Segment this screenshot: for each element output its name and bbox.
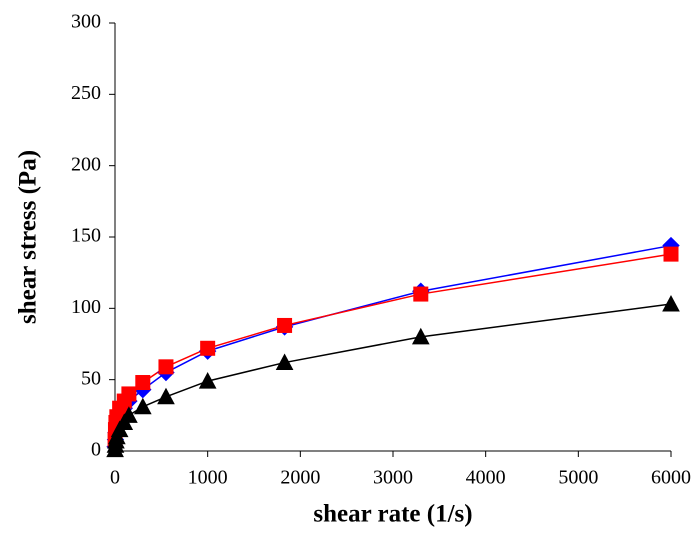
- x-tick-label: 4000: [466, 467, 506, 489]
- x-axis-title: shear rate (1/s): [313, 501, 472, 528]
- y-axis-title: shear stress (Pa): [15, 150, 42, 324]
- y-tick-label: 250: [71, 82, 101, 104]
- series-line: [114, 303, 672, 450]
- y-tick-label: 150: [71, 225, 101, 247]
- x-tick-label: 5000: [558, 467, 598, 489]
- data-point: [135, 375, 151, 391]
- x-tick-label: 0: [110, 467, 120, 489]
- data-point: [133, 397, 152, 415]
- data-point: [198, 372, 217, 389]
- y-tick-label: 50: [81, 367, 101, 389]
- data-point: [663, 246, 679, 262]
- y-tick-label: 0: [91, 439, 101, 461]
- x-tick-label: 3000: [373, 467, 413, 489]
- y-tick-label: 300: [71, 11, 101, 33]
- data-point: [121, 386, 137, 402]
- data-point: [157, 387, 175, 405]
- data-point: [662, 294, 680, 312]
- x-tick-label: 1000: [188, 467, 228, 489]
- data-point: [120, 406, 138, 423]
- series-line: [114, 244, 672, 447]
- data-point: [275, 353, 294, 371]
- x-tick-label: 6000: [651, 467, 691, 489]
- x-tick-label: 2000: [280, 467, 320, 489]
- data-point: [200, 340, 216, 356]
- series-line: [114, 253, 672, 440]
- data-point: [413, 286, 429, 302]
- y-tick-label: 100: [71, 296, 101, 318]
- data-point: [411, 327, 430, 345]
- data-point: [277, 317, 293, 333]
- data-point: [158, 359, 174, 375]
- y-tick-label: 200: [71, 153, 101, 175]
